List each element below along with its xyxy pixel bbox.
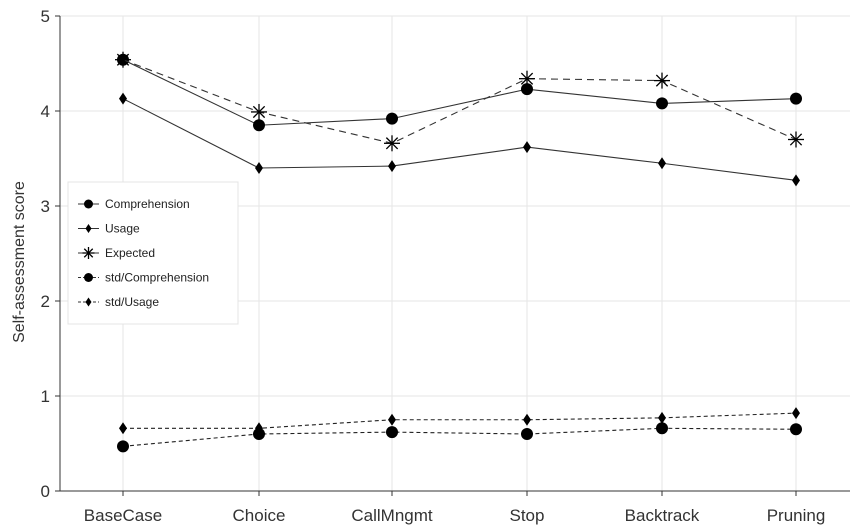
series-line bbox=[122, 427, 797, 447]
data-point bbox=[790, 423, 802, 436]
legend-label: std/Comprehension bbox=[105, 271, 209, 285]
legend-marker bbox=[85, 224, 92, 233]
data-point bbox=[658, 157, 666, 170]
data-point bbox=[119, 422, 127, 435]
data-point bbox=[792, 407, 800, 420]
legend-item: std/Usage bbox=[78, 295, 159, 309]
series-lines bbox=[115, 51, 804, 453]
x-tick-label: Stop bbox=[510, 506, 545, 525]
legend-label: Expected bbox=[105, 246, 155, 260]
data-point bbox=[384, 135, 400, 152]
series-expected bbox=[115, 51, 804, 152]
data-point bbox=[521, 428, 533, 440]
data-point bbox=[656, 422, 668, 435]
y-tick-label: 4 bbox=[41, 102, 50, 121]
data-point bbox=[253, 119, 265, 132]
legend-label: std/Usage bbox=[105, 295, 159, 309]
legend-marker bbox=[85, 297, 92, 307]
series-line bbox=[123, 412, 797, 429]
legend-label: Comprehension bbox=[105, 197, 190, 211]
series-std-comprehension bbox=[117, 422, 802, 453]
x-tick-label: Pruning bbox=[767, 506, 826, 525]
data-point bbox=[115, 51, 131, 68]
data-point bbox=[656, 97, 668, 110]
data-point bbox=[388, 413, 396, 426]
y-tick-label: 5 bbox=[41, 7, 50, 26]
y-tick-label: 2 bbox=[41, 292, 50, 311]
series-usage bbox=[119, 92, 800, 187]
data-point bbox=[521, 83, 533, 96]
x-tick-label: CallMngmt bbox=[351, 506, 433, 525]
data-point bbox=[388, 160, 396, 173]
legend-item: Comprehension bbox=[78, 197, 190, 211]
data-point bbox=[523, 413, 531, 426]
data-point bbox=[386, 426, 398, 439]
data-point bbox=[658, 411, 666, 424]
series-comprehension bbox=[117, 53, 802, 132]
series-line bbox=[122, 98, 797, 181]
data-point bbox=[255, 162, 263, 174]
data-point bbox=[788, 131, 804, 148]
data-point bbox=[523, 141, 531, 154]
series-line bbox=[122, 59, 797, 144]
series-std-usage bbox=[119, 407, 800, 435]
data-point bbox=[654, 72, 670, 89]
y-axis-label: Self-assessment score bbox=[11, 181, 28, 343]
legend-marker bbox=[82, 247, 95, 259]
data-point bbox=[792, 174, 800, 187]
legend-item: Usage bbox=[78, 222, 140, 236]
data-point bbox=[255, 422, 263, 435]
data-point bbox=[119, 92, 127, 105]
series-line bbox=[122, 59, 797, 126]
y-tick-label: 1 bbox=[41, 387, 50, 406]
legend-item: Expected bbox=[78, 246, 155, 260]
legend: Comprehension Usage Expected std/Comprehens… bbox=[67, 181, 239, 325]
data-point bbox=[386, 112, 398, 125]
legend-item: std/Comprehension bbox=[78, 271, 209, 285]
legend-marker bbox=[84, 273, 93, 282]
y-tick-label: 0 bbox=[41, 482, 50, 501]
y-tick-label: 3 bbox=[41, 197, 50, 216]
data-point bbox=[790, 92, 802, 105]
legend-label: Usage bbox=[105, 222, 140, 236]
x-tick-label: Backtrack bbox=[625, 506, 700, 525]
data-point bbox=[251, 103, 267, 120]
x-tick-label: Choice bbox=[233, 506, 286, 525]
data-point bbox=[117, 440, 129, 453]
data-point bbox=[519, 70, 535, 87]
legend-marker bbox=[84, 199, 93, 209]
x-tick-label: BaseCase bbox=[84, 506, 162, 525]
axes: 0 1 2 3 4 5 BaseCase Choice CallMngmt Stop Backtra… bbox=[41, 7, 850, 525]
